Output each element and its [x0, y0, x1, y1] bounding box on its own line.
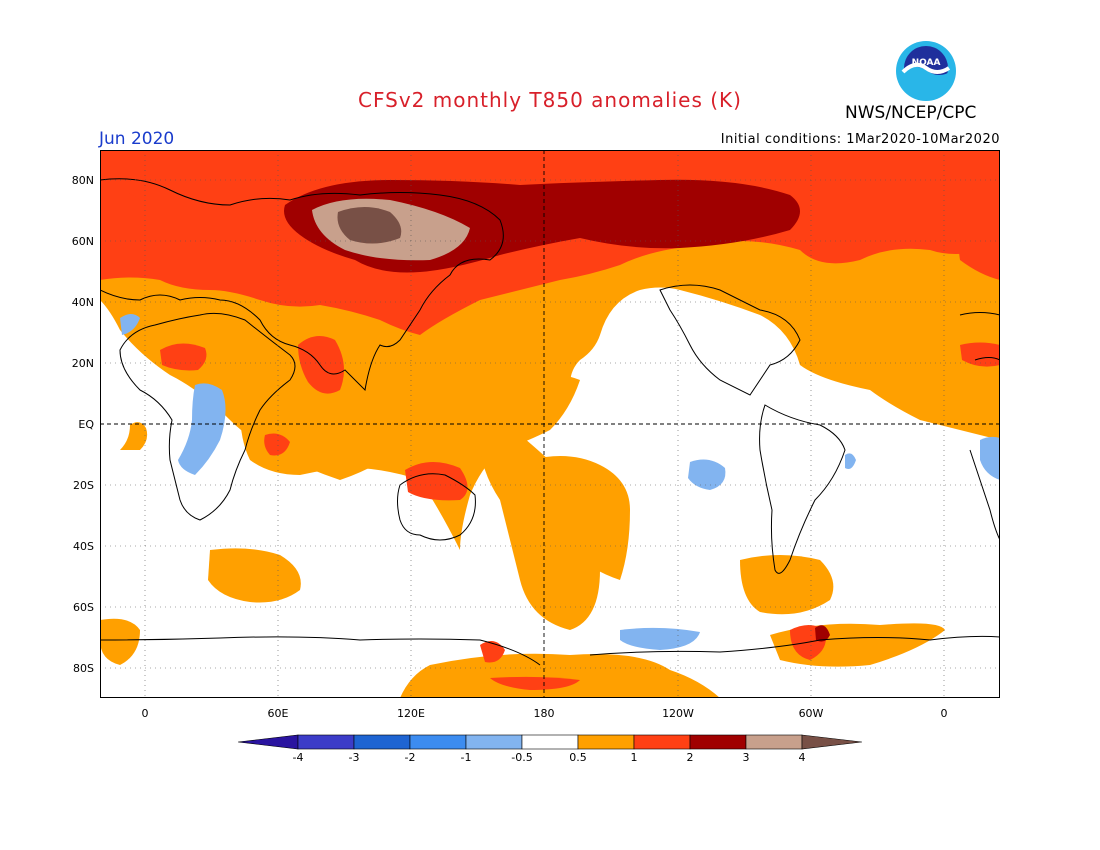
colorbar-tick-label: -3 — [348, 751, 360, 764]
agency-label: NWS/NCEP/CPC — [845, 103, 977, 123]
colorbar-arrow-high — [801, 734, 862, 750]
lat-label-80s: 80S — [73, 662, 94, 675]
colorbar-tick-label: 1 — [630, 751, 638, 764]
map-title: CFSv2 monthly T850 anomalies (K) — [358, 88, 742, 112]
lat-lon-grid — [100, 150, 1000, 698]
colorbar — [238, 734, 862, 750]
colorbar-tick-label: -2 — [404, 751, 416, 764]
colorbar-cell — [353, 734, 411, 750]
lat-label-20s: 20S — [73, 479, 94, 492]
colorbar-cell — [297, 734, 355, 750]
colorbar-cell — [577, 734, 635, 750]
colorbar-tick-label: -0.5 — [511, 751, 533, 764]
lon-label-60w: 60W — [798, 707, 824, 720]
lat-label-60n: 60N — [71, 235, 94, 248]
colorbar-cell — [745, 734, 803, 750]
coastlines — [100, 178, 1000, 666]
colorbar-tick-label: 4 — [798, 751, 806, 764]
noaa-logo-text: NOAA — [912, 58, 941, 68]
lon-label-120w: 120W — [662, 707, 694, 720]
lon-label-120e: 120E — [397, 707, 425, 720]
colorbar-tick-label: -1 — [460, 751, 472, 764]
anomaly-band-neg0p5-1 — [120, 314, 1000, 650]
colorbar-arrow-low — [238, 734, 299, 750]
lat-label-eq: EQ — [78, 418, 94, 431]
lat-label-20n: 20N — [71, 357, 94, 370]
colorbar-tick-label: -4 — [292, 751, 304, 764]
lat-label-80n: 80N — [71, 174, 94, 187]
anomaly-band-gt4 — [337, 207, 402, 244]
valid-month-label: Jun 2020 — [99, 129, 175, 149]
lon-label-0-west: 0 — [141, 707, 149, 720]
lat-label-60s: 60S — [73, 601, 94, 614]
colorbar-cell — [409, 734, 467, 750]
map-frame — [100, 150, 1000, 698]
colorbar-tick-label: 3 — [742, 751, 750, 764]
lon-label-180: 180 — [533, 707, 555, 720]
noaa-logo-icon: NOAA — [896, 41, 956, 101]
lon-label-60e: 60E — [267, 707, 289, 720]
colorbar-tick-label: 0.5 — [569, 751, 587, 764]
colorbar-tick-label: 2 — [686, 751, 694, 764]
initial-conditions-label: Initial conditions: 1Mar2020-10Mar2020 — [720, 132, 1000, 147]
colorbar-cell — [521, 734, 579, 750]
colorbar-cell — [465, 734, 523, 750]
lat-label-40n: 40N — [71, 296, 94, 309]
equator-dateline — [100, 150, 1000, 698]
colorbar-cell — [633, 734, 691, 750]
colorbar-cell — [689, 734, 747, 750]
lat-label-40s: 40S — [73, 540, 94, 553]
lon-label-0-east: 0 — [940, 707, 948, 720]
anomaly-map — [100, 150, 1000, 698]
